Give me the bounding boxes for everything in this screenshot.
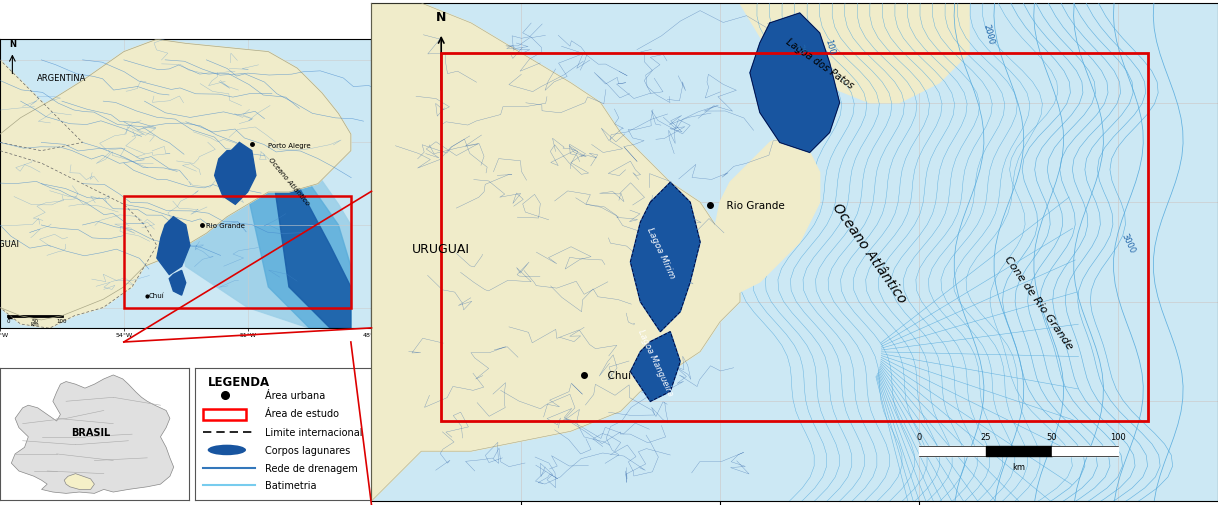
Polygon shape	[0, 40, 83, 164]
Text: 50: 50	[32, 318, 39, 323]
Text: N: N	[436, 11, 446, 24]
Text: Área de estudo: Área de estudo	[266, 409, 340, 418]
Polygon shape	[145, 61, 351, 329]
Text: Oceano Atlântico: Oceano Atlântico	[829, 200, 909, 305]
Text: 25: 25	[794, 43, 805, 56]
Text: 100: 100	[1111, 432, 1127, 441]
Text: BRASIL: BRASIL	[71, 427, 111, 437]
Polygon shape	[0, 40, 351, 320]
Polygon shape	[157, 217, 190, 275]
Text: LEGENDA: LEGENDA	[207, 375, 270, 388]
Text: URUGUAI: URUGUAI	[412, 242, 470, 256]
Text: km: km	[30, 321, 39, 326]
Text: 3000: 3000	[1119, 232, 1136, 255]
Ellipse shape	[207, 445, 246, 456]
Text: Rio Grande: Rio Grande	[720, 201, 784, 211]
Text: Chuí: Chuí	[600, 371, 631, 381]
Polygon shape	[11, 375, 174, 493]
Text: 2000: 2000	[982, 23, 996, 46]
Polygon shape	[371, 4, 741, 501]
Polygon shape	[214, 143, 256, 205]
Text: 50: 50	[1046, 432, 1057, 441]
Bar	[203, 409, 246, 421]
Text: Limite internacional: Limite internacional	[266, 427, 363, 437]
Polygon shape	[750, 14, 839, 153]
Polygon shape	[741, 4, 970, 104]
Text: 100: 100	[823, 38, 836, 56]
Text: ARGENTINA: ARGENTINA	[38, 74, 86, 83]
Text: 100: 100	[57, 318, 67, 323]
Text: Porto Alegre: Porto Alegre	[268, 142, 311, 148]
Text: N: N	[9, 40, 16, 49]
Polygon shape	[169, 271, 186, 295]
Polygon shape	[65, 474, 95, 489]
Text: 0: 0	[6, 318, 10, 323]
Bar	[441, 54, 1149, 422]
Text: 25: 25	[980, 432, 991, 441]
Text: Área urbana: Área urbana	[266, 390, 325, 400]
Text: URUGUAI: URUGUAI	[0, 239, 19, 248]
Text: Cone de Rio Grande: Cone de Rio Grande	[1002, 254, 1074, 350]
Polygon shape	[631, 183, 700, 332]
Text: Chuí: Chuí	[149, 292, 164, 298]
Polygon shape	[0, 143, 157, 329]
Text: Rede de drenagem: Rede de drenagem	[266, 464, 358, 473]
Polygon shape	[631, 332, 680, 401]
Polygon shape	[268, 143, 351, 329]
Text: Lagoa Mangueira: Lagoa Mangueira	[636, 327, 675, 396]
Text: Oceano Atlântico: Oceano Atlântico	[268, 156, 311, 206]
Text: Lagoa Mirim: Lagoa Mirim	[644, 226, 676, 279]
Text: Corpos lagunares: Corpos lagunares	[266, 445, 351, 455]
Text: Batimetria: Batimetria	[266, 481, 317, 490]
Text: 0: 0	[917, 432, 922, 441]
Text: km: km	[1012, 462, 1026, 471]
Bar	[124, 196, 351, 308]
Polygon shape	[227, 102, 351, 329]
Polygon shape	[620, 133, 820, 401]
Text: Lagoa dos Patos: Lagoa dos Patos	[784, 37, 855, 91]
Text: Rio Grande: Rio Grande	[206, 223, 245, 229]
